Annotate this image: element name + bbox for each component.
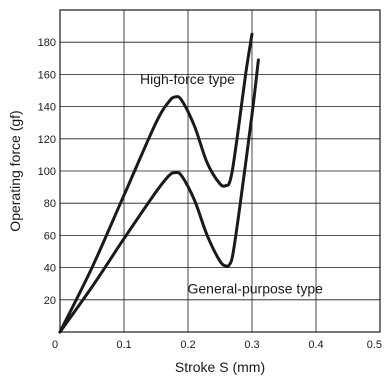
annotation-general-purpose: General-purpose type (187, 280, 323, 296)
x-axis-title: Stroke S (mm) (175, 359, 265, 375)
x-tick-label: 0.4 (308, 339, 323, 351)
y-tick-label: 100 (38, 166, 56, 178)
annotation-high-force: High-force type (140, 71, 235, 87)
y-tick-label: 160 (38, 69, 56, 81)
tick-label-layer: 20 40 60 80 100 120 140 160 180 0 0.1 0.2 0.3 0.4 0.5 (38, 37, 382, 351)
y-tick-label: 40 (44, 263, 56, 275)
x-tick-label: 0 (52, 339, 58, 351)
y-axis-title: Operating force (gf) (7, 110, 23, 231)
x-tick-label: 0.3 (244, 339, 259, 351)
y-tick-label: 60 (44, 230, 56, 242)
y-tick-label: 180 (38, 37, 56, 49)
x-tick-label: 0.5 (367, 339, 382, 351)
series-general-purpose-line (58, 58, 260, 334)
annotation-layer: High-force type General-purpose type (140, 71, 323, 296)
grid-layer (60, 10, 380, 332)
series-high-force-line (58, 32, 254, 334)
y-tick-label: 80 (44, 198, 56, 210)
x-tick-label: 0.2 (180, 339, 195, 351)
plot-frame (59, 9, 381, 333)
x-tick-label: 0.1 (116, 339, 131, 351)
series-layer (58, 32, 260, 334)
y-tick-label: 140 (38, 102, 56, 114)
y-tick-label: 120 (38, 134, 56, 146)
y-tick-label: 20 (44, 295, 56, 307)
